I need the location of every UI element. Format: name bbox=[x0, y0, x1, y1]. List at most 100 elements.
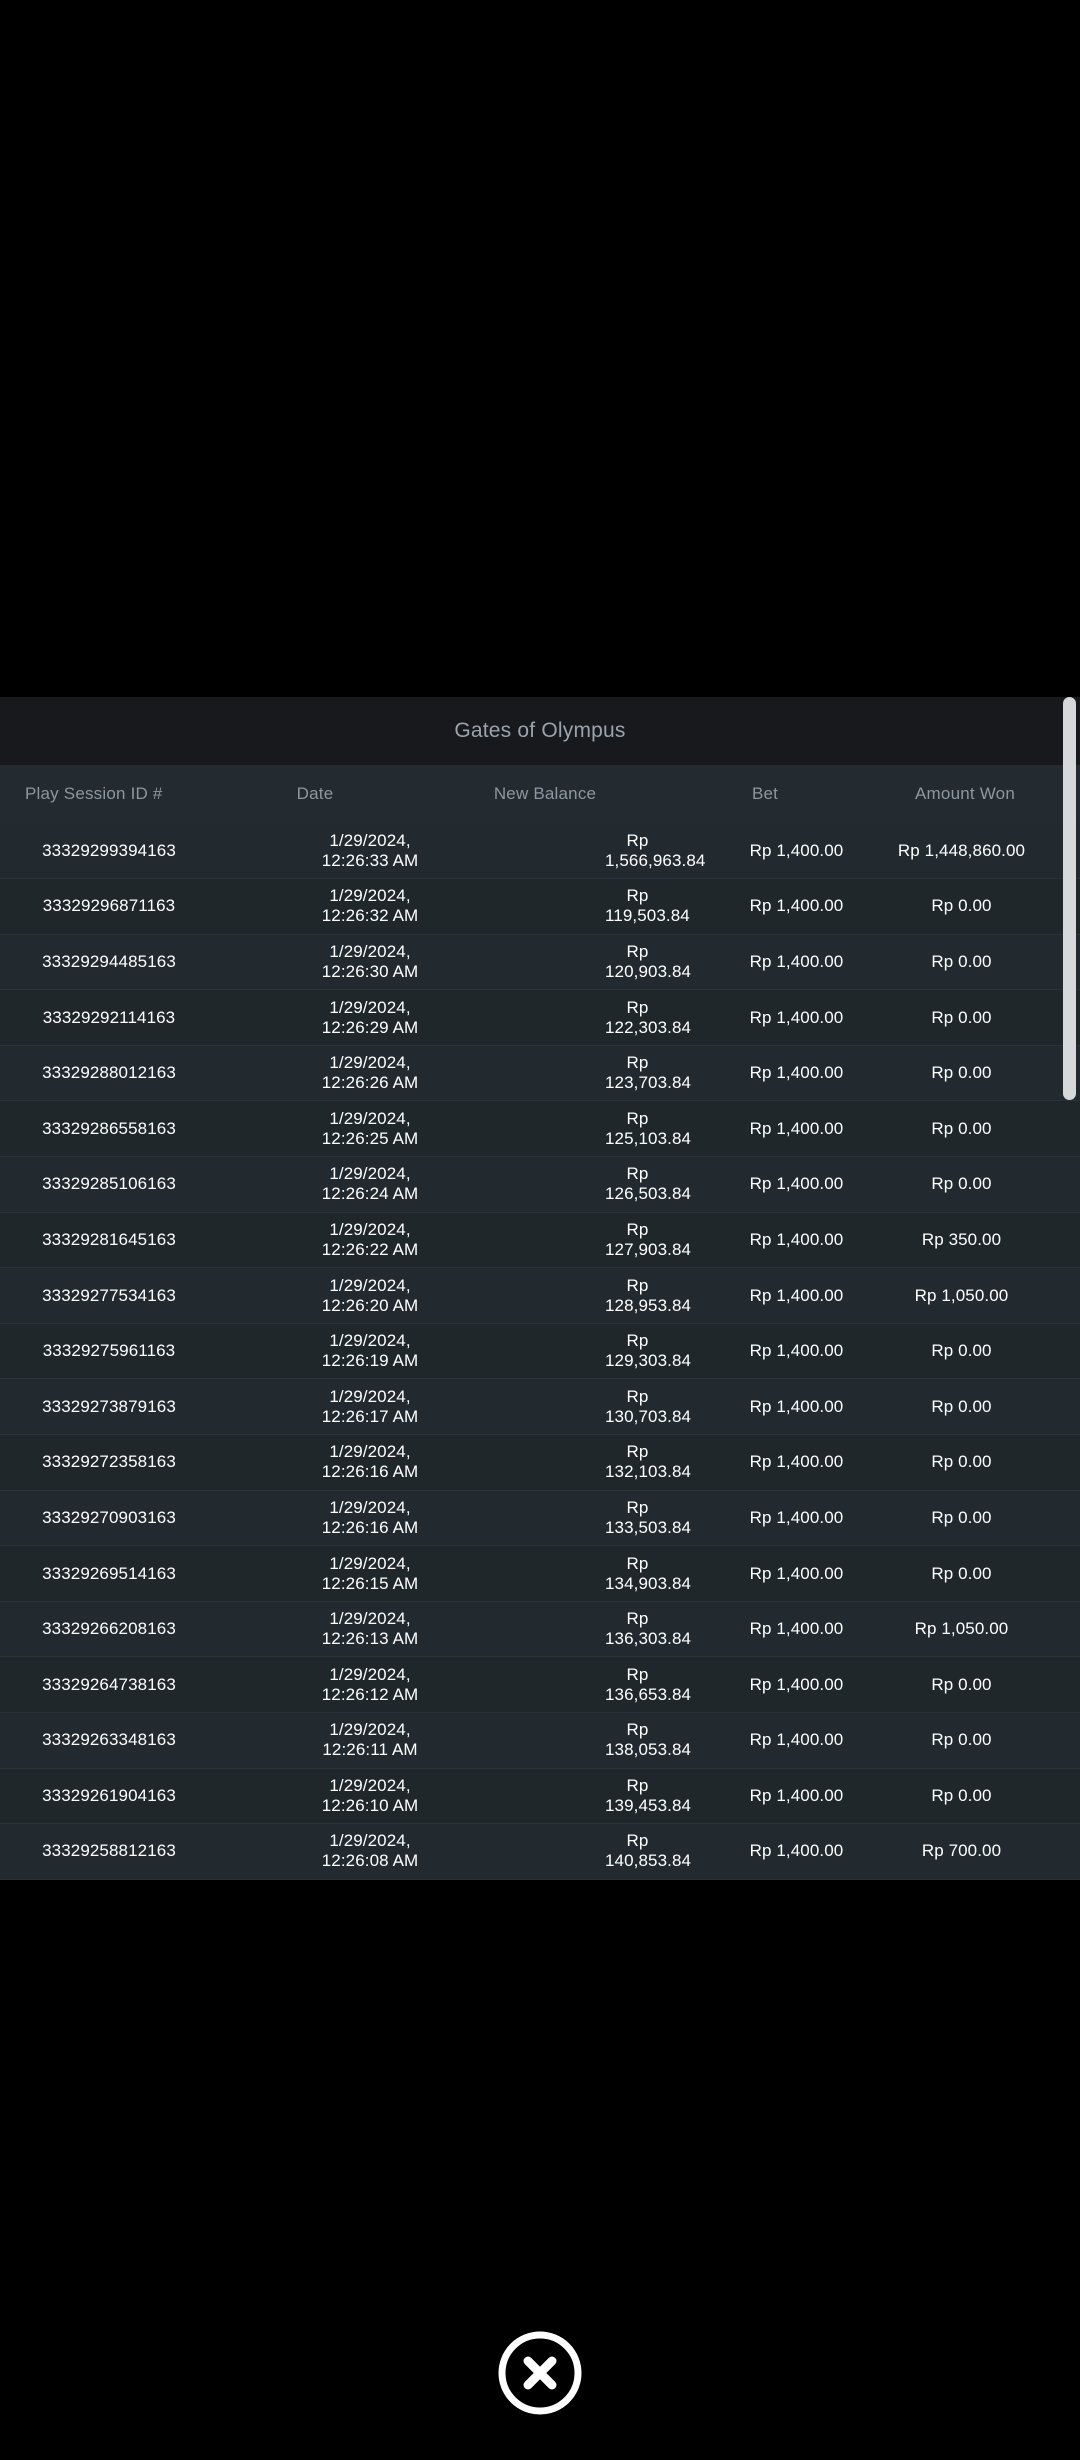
table-row[interactable]: 33329275961163 1/29/2024, 12:26:19 AM Rp 1… bbox=[0, 1323, 1080, 1380]
cell-amount-won: Rp 0.00 bbox=[860, 1323, 1080, 1380]
cell-date: 1/29/2024, 12:26:17 AM bbox=[210, 1378, 420, 1436]
cell-bet: Rp 1,400.00 bbox=[670, 1212, 860, 1269]
cell-date: 1/29/2024, 12:26:26 AM bbox=[210, 1045, 420, 1102]
cell-new-balance: Rp 132,103.84 bbox=[420, 1434, 691, 1491]
column-header-new-balance[interactable]: New Balance bbox=[420, 765, 670, 823]
cell-amount-won: Rp 0.00 bbox=[860, 1712, 1080, 1769]
table-row[interactable]: 33329277534163 1/29/2024, 12:26:20 AM Rp 1… bbox=[0, 1267, 1080, 1324]
cell-date: 1/29/2024, 12:26:22 AM bbox=[210, 1212, 420, 1269]
cell-new-balance: Rp 128,953.84 bbox=[420, 1267, 691, 1324]
cell-date: 1/29/2024, 12:26:25 AM bbox=[210, 1100, 420, 1158]
cell-session-id: 33329266208163 bbox=[0, 1601, 210, 1658]
cell-amount-won: Rp 0.00 bbox=[860, 1100, 1080, 1158]
cell-new-balance: Rp 123,703.84 bbox=[420, 1045, 691, 1102]
table-row[interactable]: 33329294485163 1/29/2024, 12:26:30 AM Rp 1… bbox=[0, 934, 1080, 991]
cell-session-id: 33329272358163 bbox=[0, 1434, 210, 1491]
table-row[interactable]: 33329286558163 1/29/2024, 12:26:25 AM Rp 1… bbox=[0, 1100, 1080, 1158]
cell-session-id: 33329275961163 bbox=[0, 1323, 210, 1380]
table-scrollbar-thumb[interactable] bbox=[1063, 697, 1076, 1100]
cell-session-id: 33329264738163 bbox=[0, 1656, 210, 1713]
cell-session-id: 33329292114163 bbox=[0, 989, 210, 1046]
table-row[interactable]: 33329285106163 1/29/2024, 12:26:24 AM Rp 1… bbox=[0, 1156, 1080, 1213]
cell-session-id: 33329270903163 bbox=[0, 1490, 210, 1547]
table-row[interactable]: 33329261904163 1/29/2024, 12:26:10 AM Rp 1… bbox=[0, 1768, 1080, 1825]
table-row[interactable]: 33329272358163 1/29/2024, 12:26:16 AM Rp 1… bbox=[0, 1434, 1080, 1491]
table-scrollbar[interactable] bbox=[1063, 697, 1076, 1797]
table-row[interactable]: 33329270903163 1/29/2024, 12:26:16 AM Rp 1… bbox=[0, 1490, 1080, 1547]
cell-new-balance: Rp 127,903.84 bbox=[420, 1212, 691, 1269]
table-body: 33329299394163 1/29/2024, 12:26:33 AM Rp 1… bbox=[0, 823, 1080, 1880]
cell-session-id: 33329277534163 bbox=[0, 1267, 210, 1324]
cell-amount-won: Rp 0.00 bbox=[860, 1156, 1080, 1213]
cell-bet: Rp 1,400.00 bbox=[670, 1823, 860, 1880]
cell-date: 1/29/2024, 12:26:30 AM bbox=[210, 934, 420, 991]
cell-amount-won: Rp 1,448,860.00 bbox=[860, 823, 1080, 880]
cell-amount-won: Rp 0.00 bbox=[860, 989, 1080, 1046]
cell-new-balance: Rp 134,903.84 bbox=[420, 1545, 691, 1602]
cell-new-balance: Rp 140,853.84 bbox=[420, 1823, 691, 1880]
cell-date: 1/29/2024, 12:26:12 AM bbox=[210, 1656, 420, 1713]
cell-new-balance: Rp 138,053.84 bbox=[420, 1712, 691, 1769]
cell-session-id: 33329281645163 bbox=[0, 1212, 210, 1269]
cell-bet: Rp 1,400.00 bbox=[670, 1545, 860, 1602]
cell-bet: Rp 1,400.00 bbox=[670, 1656, 860, 1713]
cell-amount-won: Rp 0.00 bbox=[860, 1768, 1080, 1825]
cell-amount-won: Rp 0.00 bbox=[860, 1490, 1080, 1547]
cell-new-balance: Rp 133,503.84 bbox=[420, 1490, 691, 1547]
cell-new-balance: Rp 125,103.84 bbox=[420, 1100, 691, 1158]
cell-bet: Rp 1,400.00 bbox=[670, 989, 860, 1046]
cell-bet: Rp 1,400.00 bbox=[670, 1768, 860, 1825]
cell-session-id: 33329296871163 bbox=[0, 878, 210, 935]
column-header-amount-won[interactable]: Amount Won bbox=[860, 765, 1080, 823]
cell-new-balance: Rp 126,503.84 bbox=[420, 1156, 691, 1213]
table-row[interactable]: 33329288012163 1/29/2024, 12:26:26 AM Rp 1… bbox=[0, 1045, 1080, 1102]
cell-session-id: 33329299394163 bbox=[0, 823, 210, 880]
cell-bet: Rp 1,400.00 bbox=[670, 878, 860, 935]
panel-titlebar: Gates of Olympus bbox=[0, 697, 1080, 765]
table-row[interactable]: 33329296871163 1/29/2024, 12:26:32 AM Rp 1… bbox=[0, 878, 1080, 935]
cell-date: 1/29/2024, 12:26:13 AM bbox=[210, 1601, 420, 1658]
cell-date: 1/29/2024, 12:26:19 AM bbox=[210, 1323, 420, 1380]
cell-amount-won: Rp 0.00 bbox=[860, 1434, 1080, 1491]
game-title: Gates of Olympus bbox=[454, 719, 626, 742]
table-row[interactable]: 33329266208163 1/29/2024, 12:26:13 AM Rp 1… bbox=[0, 1601, 1080, 1658]
table-row[interactable]: 33329264738163 1/29/2024, 12:26:12 AM Rp 1… bbox=[0, 1656, 1080, 1713]
close-button[interactable] bbox=[495, 2328, 585, 2418]
cell-amount-won: Rp 0.00 bbox=[860, 1045, 1080, 1102]
cell-session-id: 33329273879163 bbox=[0, 1378, 210, 1436]
cell-session-id: 33329286558163 bbox=[0, 1100, 210, 1158]
cell-amount-won: Rp 0.00 bbox=[860, 878, 1080, 935]
table-row[interactable]: 33329299394163 1/29/2024, 12:26:33 AM Rp 1… bbox=[0, 823, 1080, 880]
cell-bet: Rp 1,400.00 bbox=[670, 1156, 860, 1213]
cell-new-balance: Rp 136,303.84 bbox=[420, 1601, 691, 1658]
table-row[interactable]: 33329281645163 1/29/2024, 12:26:22 AM Rp 1… bbox=[0, 1212, 1080, 1269]
table-row[interactable]: 33329269514163 1/29/2024, 12:26:15 AM Rp 1… bbox=[0, 1545, 1080, 1602]
table-row[interactable]: 33329292114163 1/29/2024, 12:26:29 AM Rp 1… bbox=[0, 989, 1080, 1046]
play-history-table: Play Session ID # Date New Balance Bet A… bbox=[0, 765, 1080, 1880]
cell-bet: Rp 1,400.00 bbox=[670, 1100, 860, 1158]
cell-session-id: 33329263348163 bbox=[0, 1712, 210, 1769]
column-header-date[interactable]: Date bbox=[210, 765, 420, 823]
column-header-session-id[interactable]: Play Session ID # bbox=[0, 765, 210, 823]
cell-amount-won: Rp 1,050.00 bbox=[860, 1267, 1080, 1324]
cell-new-balance: Rp 1,566,963.84 bbox=[420, 823, 705, 880]
cell-date: 1/29/2024, 12:26:11 AM bbox=[210, 1712, 420, 1769]
cell-bet: Rp 1,400.00 bbox=[670, 1490, 860, 1547]
table-row[interactable]: 33329263348163 1/29/2024, 12:26:11 AM Rp 1… bbox=[0, 1712, 1080, 1769]
cell-date: 1/29/2024, 12:26:08 AM bbox=[210, 1823, 420, 1880]
table-row[interactable]: 33329258812163 1/29/2024, 12:26:08 AM Rp 1… bbox=[0, 1823, 1080, 1880]
cell-new-balance: Rp 120,903.84 bbox=[420, 934, 691, 991]
close-circle-icon bbox=[495, 2328, 585, 2418]
table-row[interactable]: 33329273879163 1/29/2024, 12:26:17 AM Rp 1… bbox=[0, 1378, 1080, 1436]
cell-bet: Rp 1,400.00 bbox=[670, 1434, 860, 1491]
cell-amount-won: Rp 0.00 bbox=[860, 1656, 1080, 1713]
table-header-row: Play Session ID # Date New Balance Bet A… bbox=[0, 765, 1080, 823]
table-header: Play Session ID # Date New Balance Bet A… bbox=[0, 765, 1080, 823]
column-header-bet[interactable]: Bet bbox=[670, 765, 860, 823]
cell-new-balance: Rp 130,703.84 bbox=[420, 1378, 691, 1436]
cell-bet: Rp 1,400.00 bbox=[670, 1712, 860, 1769]
game-history-panel: Gates of Olympus Play Session ID # Date … bbox=[0, 697, 1080, 1880]
cell-session-id: 33329261904163 bbox=[0, 1768, 210, 1825]
cell-date: 1/29/2024, 12:26:16 AM bbox=[210, 1490, 420, 1547]
